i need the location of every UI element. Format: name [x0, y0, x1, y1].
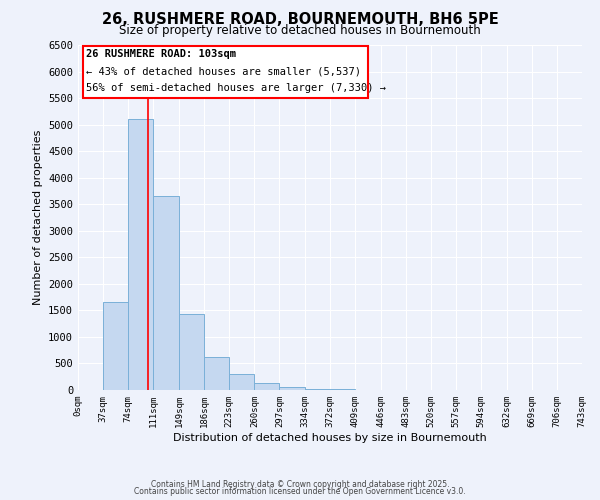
Text: Contains HM Land Registry data © Crown copyright and database right 2025.: Contains HM Land Registry data © Crown c… — [151, 480, 449, 489]
Bar — [103, 302, 128, 390]
Bar — [153, 196, 179, 390]
FancyBboxPatch shape — [83, 46, 368, 98]
Text: Contains public sector information licensed under the Open Government Licence v3: Contains public sector information licen… — [134, 487, 466, 496]
Bar — [254, 382, 280, 390]
X-axis label: Distribution of detached houses by size in Bournemouth: Distribution of detached houses by size … — [173, 432, 487, 442]
Bar — [179, 314, 204, 390]
Bar — [229, 374, 254, 390]
Text: 26, RUSHMERE ROAD, BOURNEMOUTH, BH6 5PE: 26, RUSHMERE ROAD, BOURNEMOUTH, BH6 5PE — [101, 12, 499, 28]
Bar — [305, 389, 331, 390]
Text: 56% of semi-detached houses are larger (7,330) →: 56% of semi-detached houses are larger (… — [86, 84, 386, 94]
Bar — [280, 387, 305, 390]
Bar — [128, 120, 153, 390]
Text: 26 RUSHMERE ROAD: 103sqm: 26 RUSHMERE ROAD: 103sqm — [86, 49, 236, 59]
Text: Size of property relative to detached houses in Bournemouth: Size of property relative to detached ho… — [119, 24, 481, 37]
Text: ← 43% of detached houses are smaller (5,537): ← 43% of detached houses are smaller (5,… — [86, 66, 361, 76]
Bar — [204, 357, 229, 390]
Y-axis label: Number of detached properties: Number of detached properties — [32, 130, 43, 305]
